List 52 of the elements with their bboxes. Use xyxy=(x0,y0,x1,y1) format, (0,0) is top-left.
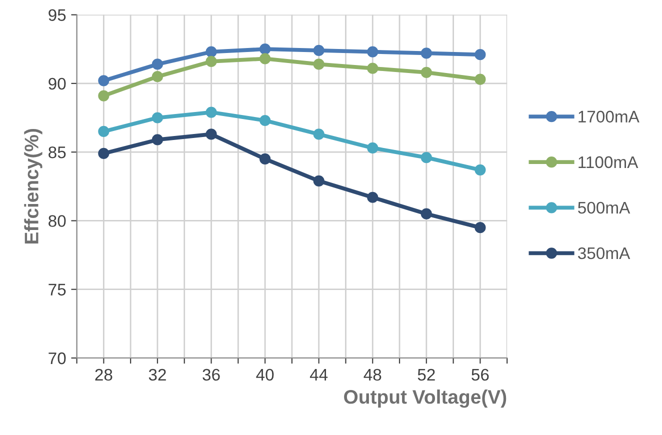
point xyxy=(259,114,271,126)
point xyxy=(367,46,378,58)
point xyxy=(206,56,217,68)
point xyxy=(420,48,432,59)
x-axis-title: Output Voltage(V) xyxy=(344,390,506,408)
x-tick-label: 48 xyxy=(364,368,382,381)
point xyxy=(98,126,110,138)
point xyxy=(367,192,378,203)
point xyxy=(152,134,164,146)
legend-label: 1700mA xyxy=(578,110,640,123)
point xyxy=(313,58,324,70)
point xyxy=(313,44,324,56)
y-tick-label: 80 xyxy=(48,215,66,227)
point xyxy=(259,44,271,55)
point xyxy=(474,74,486,85)
x-tick-label: 28 xyxy=(95,368,112,381)
point xyxy=(98,148,110,160)
point xyxy=(420,208,432,220)
point xyxy=(313,128,324,140)
x-tick-label: 56 xyxy=(472,368,489,381)
point xyxy=(206,106,217,118)
y-tick-label: 90 xyxy=(48,78,66,90)
point xyxy=(152,58,164,70)
y-tick-label: 70 xyxy=(48,352,66,364)
point xyxy=(313,175,324,186)
point xyxy=(206,46,217,58)
point xyxy=(420,66,432,78)
x-tick-label: 44 xyxy=(310,369,328,380)
legend-label: 1100mA xyxy=(578,156,638,168)
point xyxy=(259,153,271,164)
x-tick-label: 52 xyxy=(418,368,435,381)
y-axis-title: Effciency(%) xyxy=(24,129,42,244)
legend-label: 500mA xyxy=(578,202,630,214)
point xyxy=(98,90,110,102)
x-tick-label: 40 xyxy=(256,368,274,381)
y-tick-label: 75 xyxy=(48,284,66,296)
point xyxy=(259,53,271,64)
point xyxy=(474,222,486,234)
point xyxy=(206,128,217,140)
point xyxy=(152,71,164,82)
point xyxy=(367,62,378,74)
x-tick-label: 32 xyxy=(148,368,166,381)
y-tick-label: 95 xyxy=(48,9,66,21)
point xyxy=(420,152,432,164)
point xyxy=(152,112,164,124)
y-tick-label: 85 xyxy=(48,146,66,158)
x-tick-label: 36 xyxy=(202,368,220,381)
point xyxy=(98,75,110,86)
point xyxy=(367,142,378,154)
legend-label: 350mA xyxy=(578,247,630,260)
point xyxy=(474,164,486,176)
point xyxy=(474,49,486,60)
